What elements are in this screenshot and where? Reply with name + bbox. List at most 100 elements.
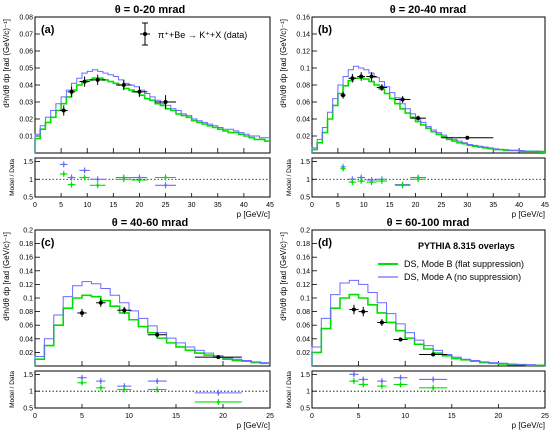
panels: θ = 0-20 mrad (a) 0.01 0.02 0.03 0.04 0.05 0.06… bbox=[2, 4, 549, 430]
ratio-point-mode-b bbox=[380, 179, 384, 183]
model-legend-header: PYTHIA 8.315 overlays bbox=[418, 241, 515, 251]
data-point bbox=[361, 309, 366, 314]
ratio-point-mode-a bbox=[83, 169, 86, 172]
ratio-point-mode-b bbox=[217, 400, 220, 404]
panel-tag: (c) bbox=[41, 237, 55, 249]
x-tick-label: 15 bbox=[448, 413, 456, 420]
y-tick-label: 0.16 bbox=[296, 255, 310, 262]
ratio-frame bbox=[34, 370, 271, 409]
y-tick-label: 0.08 bbox=[19, 15, 33, 22]
x-tick-label: 20 bbox=[136, 202, 144, 209]
x-tick-label: 25 bbox=[162, 202, 170, 209]
ratio-point-mode-b bbox=[351, 180, 354, 184]
panel-b: θ = 20-40 mrad (b) 0.02 0.04 0.06 0.08 0.1 0.12… bbox=[279, 4, 549, 219]
ratio-point-mode-b bbox=[380, 384, 384, 388]
data-legend-marker bbox=[143, 32, 147, 36]
ratio-point-mode-a bbox=[359, 176, 363, 179]
data-legend-label: π⁺+Be → K⁺+X (data) bbox=[158, 30, 247, 40]
ratio-point-mode-a bbox=[352, 373, 356, 376]
ratio-frame bbox=[311, 370, 546, 409]
y-tick-label: 0.06 bbox=[19, 49, 33, 56]
y-tick-label: 0.08 bbox=[296, 309, 310, 316]
y-tick-label: 0.04 bbox=[296, 117, 310, 124]
y-tick-label: 0.02 bbox=[19, 350, 33, 357]
panel-title: θ = 20-40 mrad bbox=[390, 4, 467, 16]
data-point bbox=[398, 337, 403, 342]
y-tick-label: 0.18 bbox=[19, 241, 33, 248]
x-axis-label: p [GeV/c] bbox=[237, 210, 270, 219]
y-tick-label: 0.08 bbox=[19, 309, 33, 316]
x-tick-label: 10 bbox=[125, 413, 133, 420]
ratio-y-tick-label: 1 bbox=[306, 389, 310, 396]
ratio-point-mode-a bbox=[164, 184, 167, 187]
ratio-point-mode-a bbox=[399, 376, 402, 380]
x-tick-label: 0 bbox=[310, 413, 314, 420]
series-mode-b bbox=[311, 293, 545, 367]
ratio-point-mode-b bbox=[99, 386, 103, 390]
ratio-point-mode-a bbox=[70, 176, 73, 179]
main-frame bbox=[34, 229, 271, 367]
ratio-point-mode-b bbox=[123, 388, 126, 391]
y-tick-label: 0.1 bbox=[300, 66, 310, 73]
data-point bbox=[351, 307, 356, 312]
x-tick-label: 25 bbox=[541, 413, 549, 420]
y-tick-label: 0.14 bbox=[296, 268, 310, 275]
y-tick-label: 0.08 bbox=[296, 83, 310, 90]
x-tick-label: 20 bbox=[412, 202, 420, 209]
y-tick-label: 0.16 bbox=[19, 255, 33, 262]
x-tick-label: 20 bbox=[495, 413, 503, 420]
ratio-y-axis-label: Model / Data bbox=[286, 371, 293, 408]
data-point bbox=[465, 135, 470, 140]
ratio-frame bbox=[34, 157, 271, 198]
ratio-y-tick-label: 1 bbox=[29, 177, 33, 184]
x-tick-label: 35 bbox=[214, 202, 222, 209]
x-tick-label: 10 bbox=[360, 202, 368, 209]
ratio-point-mode-a bbox=[123, 384, 126, 388]
ratio-point-mode-b bbox=[399, 383, 402, 386]
model-legend-label-a: DS, Mode A (no suppression) bbox=[404, 272, 521, 282]
y-tick-label: 0.04 bbox=[19, 336, 33, 343]
ratio-y-tick-label: 1 bbox=[306, 177, 310, 184]
ratio-y-tick-label: 0.5 bbox=[23, 406, 33, 413]
x-axis-label: p [GeV/c] bbox=[237, 421, 270, 430]
x-tick-label: 10 bbox=[83, 202, 91, 209]
panel-c: θ = 40-60 mrad (c) 0.02 0.04 0.06 0.08 0.1 0.12… bbox=[2, 217, 274, 430]
x-tick-label: 5 bbox=[357, 413, 361, 420]
x-tick-label: 35 bbox=[489, 202, 497, 209]
data-point bbox=[341, 93, 346, 98]
x-tick-label: 15 bbox=[172, 413, 180, 420]
y-tick-label: 0.14 bbox=[19, 268, 33, 275]
y-tick-label: 0.1 bbox=[300, 296, 310, 303]
x-tick-label: 15 bbox=[386, 202, 394, 209]
y-tick-label: 0.12 bbox=[296, 49, 310, 56]
ratio-y-axis-label: Model / Data bbox=[286, 159, 293, 196]
panel-d: θ = 60-100 mrad (d) 0.02 0.04 0.06 0.08 0.1 0.1… bbox=[279, 217, 549, 430]
panel-title: θ = 0-20 mrad bbox=[115, 4, 185, 16]
x-tick-label: 25 bbox=[438, 202, 446, 209]
ratio-point-mode-b bbox=[80, 381, 84, 385]
ratio-y-tick-label: 0.5 bbox=[23, 195, 33, 202]
data-point bbox=[98, 300, 103, 305]
data-point bbox=[80, 310, 84, 315]
x-tick-label: 15 bbox=[109, 202, 117, 209]
ratio-frame bbox=[311, 157, 546, 198]
x-tick-label: 40 bbox=[240, 202, 248, 209]
data-point bbox=[163, 100, 168, 104]
y-axis-label: d²n/dθ dp [rad (GeV/c)⁻¹] bbox=[279, 19, 288, 108]
x-tick-label: 5 bbox=[59, 202, 63, 209]
panel-tag: (b) bbox=[318, 24, 332, 36]
ratio-point-mode-a bbox=[431, 378, 435, 381]
ratio-y-tick-label: 0.5 bbox=[300, 406, 310, 413]
ratio-point-mode-b bbox=[361, 383, 365, 386]
ratio-y-tick-label: 1.5 bbox=[300, 372, 310, 379]
main-frame bbox=[311, 16, 546, 154]
ratio-point-mode-b bbox=[416, 177, 420, 181]
data-point bbox=[379, 320, 384, 325]
y-tick-label: 0.2 bbox=[300, 228, 310, 235]
ratio-point-mode-b bbox=[138, 178, 141, 182]
y-tick-label: 0.04 bbox=[19, 83, 33, 90]
series-mode-a bbox=[34, 69, 270, 153]
x-tick-label: 30 bbox=[188, 202, 196, 209]
series-mode-a bbox=[34, 281, 270, 366]
y-tick-label: 0.06 bbox=[19, 323, 33, 330]
